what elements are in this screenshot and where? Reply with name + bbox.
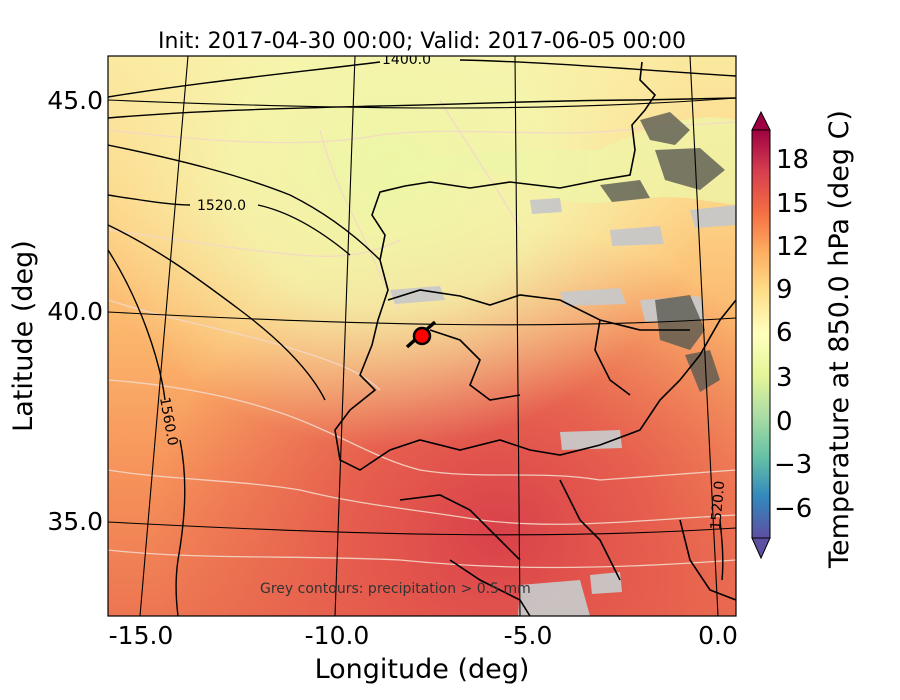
contour-label-1520-south: 1520.0: [708, 480, 728, 530]
temperature-isolines: [108, 99, 736, 569]
coastlines: [334, 61, 736, 616]
colorbar-label: Temperature at 850.0 hPa (deg C): [824, 110, 855, 569]
x-tick-label: 0.0: [698, 621, 738, 650]
x-tick-label: -15.0: [109, 621, 174, 650]
y-ticks: 45.0 40.0 35.0: [47, 86, 103, 536]
colorbar: 18 15 12 9 6 3 0 −3 −6 Temperature at 85…: [751, 110, 855, 569]
colorbar-tick: 15: [776, 189, 809, 219]
x-ticks: -15.0 -10.0 -5.0 0.0: [109, 621, 738, 650]
contour-label-1520: 1520.0: [197, 198, 246, 214]
precipitation-note: Grey contours: precipitation > 0.5 mm: [260, 581, 531, 597]
y-axis-label: Latitude (deg): [8, 240, 39, 432]
y-tick-label: 35.0: [47, 507, 103, 536]
colorbar-tick: 12: [776, 232, 809, 262]
colorbar-tick: −6: [774, 494, 812, 524]
map-frame: [107, 55, 737, 617]
x-tick-label: -10.0: [305, 621, 370, 650]
colorbar-tick: 6: [776, 318, 793, 348]
plot-title: Init: 2017-04-30 00:00; Valid: 2017-06-0…: [158, 29, 686, 54]
colorbar-tick: 9: [776, 275, 793, 305]
y-tick-label: 40.0: [47, 297, 103, 326]
y-tick-label: 45.0: [47, 86, 103, 115]
colorbar-tick: 0: [776, 407, 793, 437]
location-marker: [412, 326, 432, 346]
geopotential-contours: [108, 59, 736, 616]
colorbar-tick: 18: [776, 145, 809, 175]
graticule: [108, 56, 736, 616]
cool-gulf-region: [390, 117, 736, 205]
colorbar-tick: −3: [774, 450, 812, 480]
x-tick-label: -5.0: [504, 621, 553, 650]
colorbar-tick: 3: [776, 363, 793, 393]
map-panel: 1400.0 1520.0 1560.0 1520.0 Grey contour…: [108, 52, 736, 616]
colorbar-bottom-arrow: [751, 537, 771, 560]
colorbar-body: [751, 129, 771, 539]
colorbar-top-arrow: [751, 110, 771, 131]
x-axis-label: Longitude (deg): [315, 654, 530, 685]
contour-label-1400: 1400.0: [382, 52, 431, 68]
terrain-mask: [600, 112, 725, 392]
